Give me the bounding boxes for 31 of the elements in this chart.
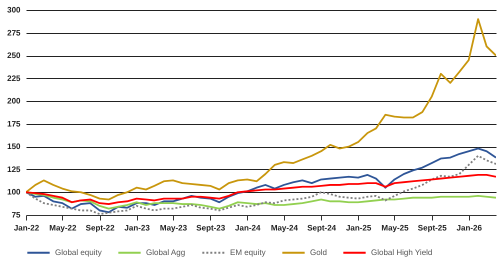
y-tick-label: 200 — [7, 96, 22, 106]
y-tick-label: 100 — [7, 188, 22, 197]
legend-label: Global High Yield — [371, 248, 432, 257]
x-tick-label: Jan-26 — [456, 224, 482, 232]
x-tick-label: Sept-23 — [196, 224, 226, 232]
x-tick-label: Jan-23 — [124, 224, 150, 232]
x-tick-label: Jan-25 — [346, 224, 372, 232]
y-tick-label: 275 — [7, 28, 22, 38]
x-tick-label: Jan-24 — [235, 224, 261, 232]
y-tick-label: 250 — [7, 51, 22, 60]
y-tick-label: 300 — [7, 6, 22, 14]
x-tick-label: May-25 — [381, 224, 410, 232]
line-series — [26, 191, 496, 210]
x-tick-label: Sept-25 — [418, 224, 448, 232]
x-tick-label: Sept-24 — [307, 224, 337, 232]
x-tick-label: Sept-22 — [86, 224, 116, 232]
y-tick-label: 125 — [7, 164, 22, 174]
x-tick-label: May-22 — [49, 224, 77, 232]
x-tick-label: Jan-22 — [14, 224, 40, 232]
y-tick-label: 150 — [7, 142, 22, 152]
line-series — [26, 18, 496, 200]
legend-label: Gold — [310, 248, 327, 257]
legend-label: Global equity — [55, 248, 102, 257]
y-tick-label: 75 — [12, 210, 22, 220]
legend-label: Global Agg — [146, 248, 186, 257]
legend-label: EM equity — [230, 248, 266, 257]
y-tick-label: 175 — [7, 119, 22, 128]
x-tick-label: May-23 — [160, 224, 188, 232]
x-tick-label: May-24 — [270, 224, 298, 232]
line-series — [26, 174, 496, 205]
y-tick-label: 225 — [7, 74, 22, 83]
